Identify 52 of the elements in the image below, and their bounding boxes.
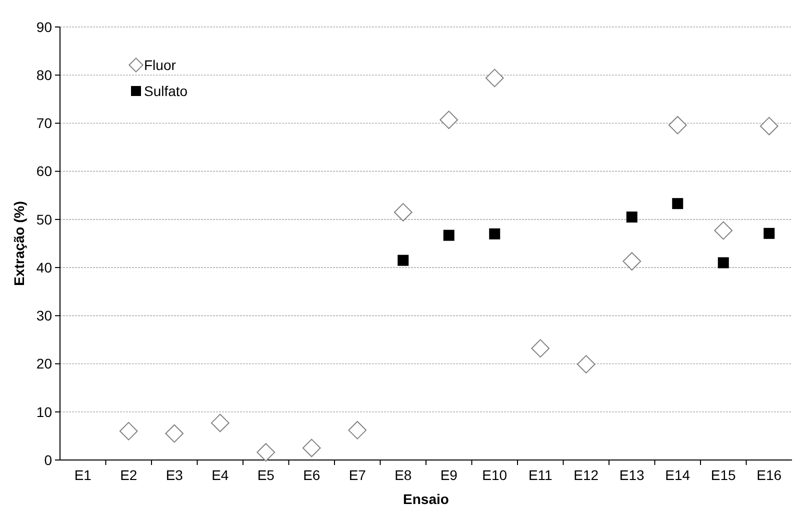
legend-label: Fluor xyxy=(144,56,176,73)
y-tick-label: 0 xyxy=(44,452,52,468)
x-tick-label: E1 xyxy=(74,467,92,483)
x-tick-label: E2 xyxy=(120,467,138,483)
point xyxy=(443,230,454,241)
x-tick-label: E10 xyxy=(482,467,508,483)
point xyxy=(622,252,642,270)
point xyxy=(119,422,138,440)
point xyxy=(672,198,684,210)
point xyxy=(714,221,733,240)
y-tick-label: 60 xyxy=(36,163,52,180)
point xyxy=(210,414,230,432)
point xyxy=(485,68,504,88)
point xyxy=(489,228,500,240)
point xyxy=(394,203,412,222)
point xyxy=(302,438,321,458)
x-tick-label: E12 xyxy=(574,467,599,483)
y-tick-label: 30 xyxy=(36,308,52,324)
x-tick-label: E13 xyxy=(619,467,645,483)
y-tick-label: 90 xyxy=(36,18,52,35)
y-tick-label: 50 xyxy=(36,211,52,228)
point xyxy=(764,228,775,239)
x-tick-label: E7 xyxy=(348,467,366,483)
x-tick-label: E16 xyxy=(756,467,782,483)
point xyxy=(440,110,458,130)
point xyxy=(256,443,276,462)
point xyxy=(718,257,729,268)
x-tick-label: E11 xyxy=(528,467,553,483)
y-axis-title: Extração (%) xyxy=(11,201,27,286)
x-tick-label: E9 xyxy=(440,467,458,483)
y-tick-label: 10 xyxy=(36,404,52,420)
point xyxy=(398,254,409,266)
x-tick-label: E15 xyxy=(710,467,736,483)
legend-label: Sulfato xyxy=(144,82,188,99)
point xyxy=(668,116,687,134)
point xyxy=(760,116,778,136)
x-axis-title: Ensaio xyxy=(403,491,449,507)
x-tick-label: E3 xyxy=(166,467,184,483)
x-tick-label: E14 xyxy=(665,467,690,483)
x-tick-label: E5 xyxy=(257,467,275,483)
x-tick-label: E4 xyxy=(212,467,229,483)
x-tick-label: E6 xyxy=(303,467,320,483)
point xyxy=(165,424,184,443)
point xyxy=(626,212,638,223)
y-tick-label: 70 xyxy=(36,115,52,132)
point xyxy=(531,339,550,358)
y-tick-label: 40 xyxy=(36,259,52,276)
point xyxy=(348,420,367,440)
x-tick-label: E8 xyxy=(394,467,412,483)
point xyxy=(576,355,596,374)
y-tick-label: 80 xyxy=(36,67,52,84)
y-tick-label: 20 xyxy=(36,356,52,372)
